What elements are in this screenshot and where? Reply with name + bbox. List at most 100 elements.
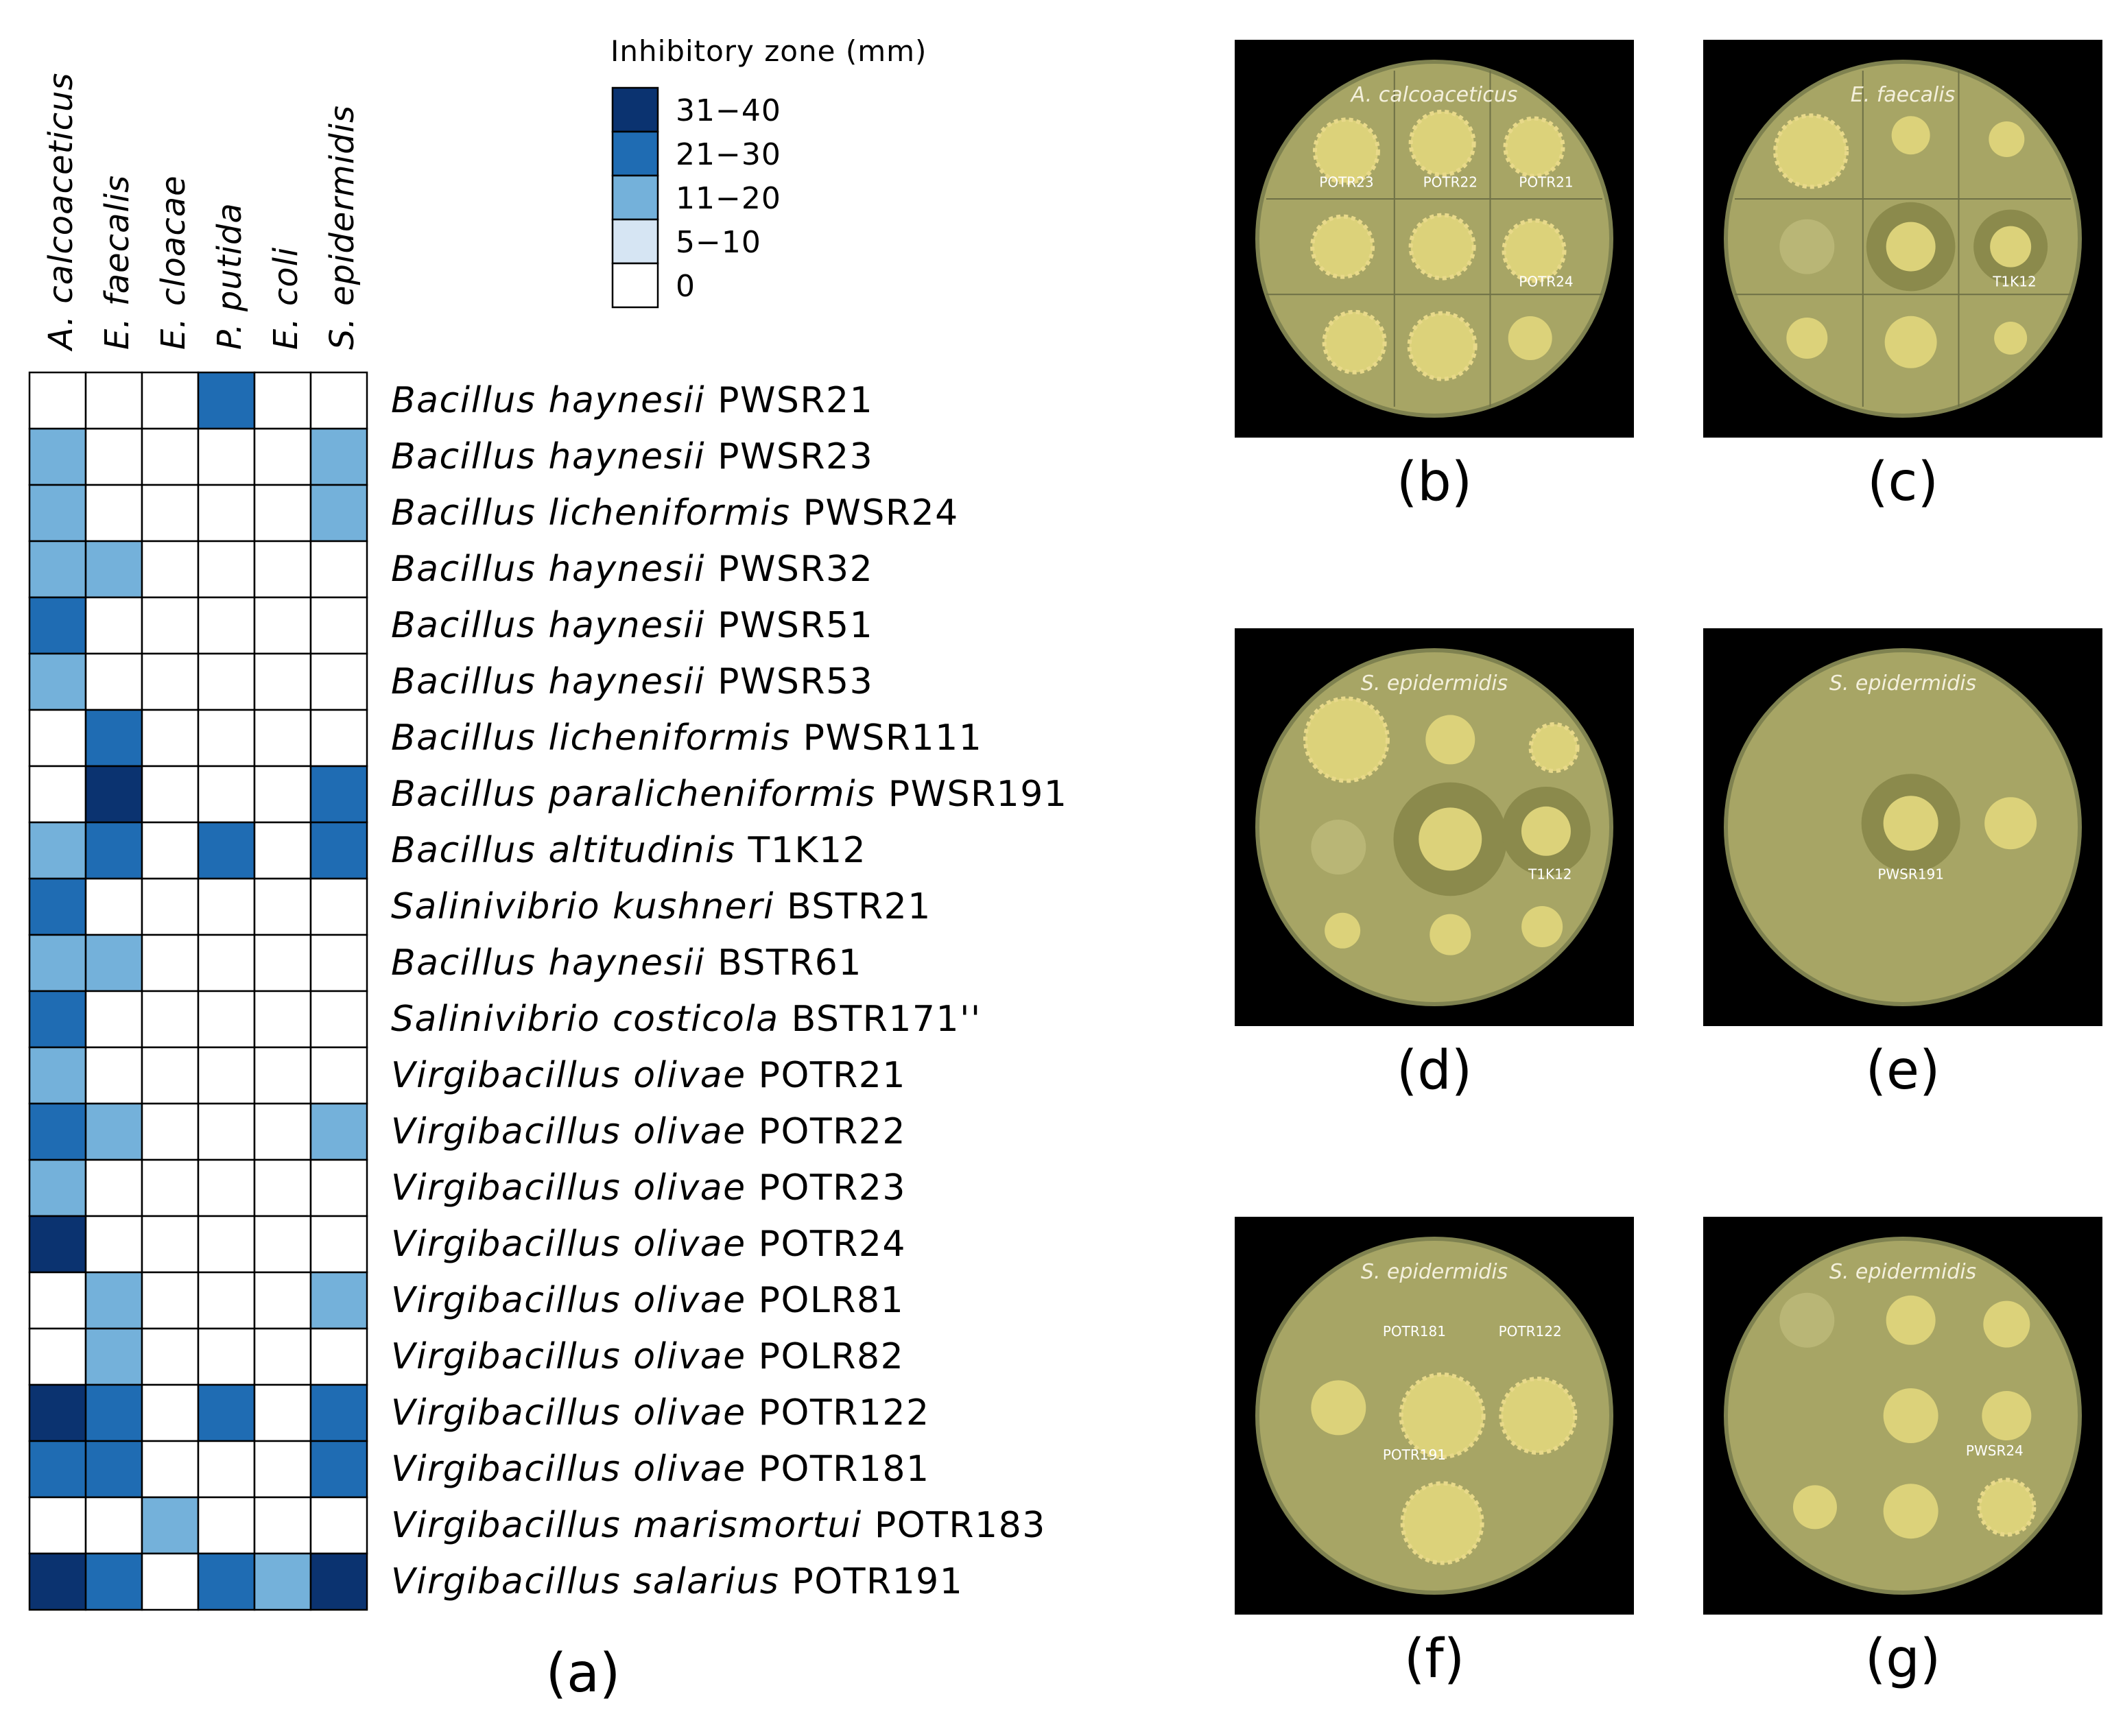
legend-title: Inhibitory zone (mm)	[610, 34, 927, 68]
row-label: Virgibacillus olivae POTR122	[391, 1395, 930, 1431]
row-label-strain: POTR23	[746, 1167, 906, 1209]
heatmap-cell	[253, 1215, 312, 1274]
colony	[1310, 214, 1375, 279]
heatmap-cell	[141, 1271, 200, 1330]
heatmap-cell	[84, 1496, 143, 1555]
panel-label: (d)	[1396, 1040, 1473, 1102]
plate-strain-label: POTR122	[1499, 1323, 1562, 1340]
heatmap-cell	[28, 1552, 87, 1611]
colony	[1425, 715, 1475, 765]
row-label-species: Bacillus licheniformis	[391, 717, 791, 759]
row-label-strain: POLR81	[746, 1280, 905, 1321]
colony	[1312, 117, 1380, 185]
plate-strain-label: POTR24	[1519, 274, 1573, 290]
heatmap-cell	[309, 1440, 368, 1499]
plate-strain-label: PWSR191	[1877, 866, 1944, 882]
row-label: Salinivibrio costicola BSTR171''	[391, 1001, 982, 1037]
colony	[1499, 1377, 1578, 1455]
heatmap-cell	[141, 1552, 200, 1611]
colony	[1982, 1391, 2032, 1440]
plate-strain-label: T1K12	[1992, 274, 2037, 290]
colony	[1994, 322, 2028, 355]
plate-strain-label: POTR181	[1383, 1323, 1446, 1340]
row-label-strain: POTR183	[862, 1505, 1046, 1546]
heatmap-cell	[309, 990, 368, 1049]
heatmap-cell	[253, 1496, 312, 1555]
heatmap-cell	[197, 1383, 256, 1442]
row-label: Bacillus haynesii PWSR23	[391, 439, 873, 475]
row-label-strain: PWSR111	[790, 717, 983, 759]
row-label-species: Virgibacillus olivae	[391, 1224, 746, 1265]
heatmap-cell	[141, 1383, 200, 1442]
heatmap-cell	[197, 821, 256, 880]
heatmap-cell	[28, 1046, 87, 1105]
colony	[1977, 1477, 2037, 1537]
heatmap-cell	[253, 1158, 312, 1217]
heatmap-cell	[197, 877, 256, 936]
colony	[1430, 914, 1471, 955]
column-label: S. epidermidis	[323, 105, 361, 350]
row-label-strain: POTR24	[746, 1224, 906, 1265]
heatmap-cell	[84, 1440, 143, 1499]
heatmap-cell	[84, 1383, 143, 1442]
row-label-strain: PWSR51	[705, 605, 874, 646]
heatmap-cell	[253, 877, 312, 936]
heatmap-cell	[84, 765, 143, 824]
panel-label-a: (a)	[545, 1643, 621, 1704]
colony	[1886, 222, 1936, 272]
heatmap-cell	[28, 821, 87, 880]
panel-label: (b)	[1396, 451, 1473, 513]
heatmap-cell	[28, 765, 87, 824]
heatmap-cell	[141, 821, 200, 880]
legend-label: 0	[676, 269, 696, 304]
heatmap-cell	[141, 990, 200, 1049]
heatmap-cell	[253, 934, 312, 992]
plate-photo: S. epidermidis PWSR24	[1703, 1217, 2102, 1615]
heatmap-cell	[309, 540, 368, 599]
heatmap-cell	[28, 1158, 87, 1217]
heatmap-cell	[197, 934, 256, 992]
colony	[1990, 226, 2032, 267]
heatmap-cell	[28, 1215, 87, 1274]
legend-swatch	[611, 86, 659, 133]
heatmap-cell	[309, 1046, 368, 1105]
plate-strain-label: POTR22	[1423, 174, 1478, 191]
heatmap-cell	[141, 427, 200, 486]
row-label: Bacillus haynesii PWSR32	[391, 551, 873, 587]
heatmap-cell	[197, 427, 256, 486]
column-label: E. faecalis	[98, 174, 137, 350]
heatmap-cell	[141, 371, 200, 430]
heatmap-cell	[253, 709, 312, 768]
heatmap-cell	[253, 821, 312, 880]
row-label: Virgibacillus olivae POTR23	[391, 1170, 906, 1206]
legend-label: 5−10	[676, 225, 761, 260]
row-label: Virgibacillus olivae POTR21	[391, 1058, 906, 1093]
row-label: Bacillus licheniformis PWSR24	[391, 495, 959, 531]
row-label: Salinivibrio kushneri BSTR21	[391, 889, 932, 925]
heatmap-cell	[28, 1271, 87, 1330]
row-label-species: Salinivibrio kushneri	[391, 886, 774, 927]
heatmap-cell	[197, 1158, 256, 1217]
heatmap-cell	[84, 484, 143, 543]
heatmap-cell	[253, 1383, 312, 1442]
colony	[1303, 696, 1390, 783]
plate-strain-label: PWSR24	[1966, 1442, 2024, 1459]
panel-label: (e)	[1865, 1040, 1941, 1102]
heatmap-cell	[197, 652, 256, 711]
row-label-species: Bacillus licheniformis	[391, 492, 791, 534]
row-label: Virgibacillus salarius POTR191	[391, 1564, 963, 1600]
row-label: Virgibacillus olivae POTR181	[391, 1451, 930, 1487]
colony	[1528, 722, 1580, 773]
heatmap-cell	[253, 990, 312, 1049]
colony	[1984, 797, 2037, 850]
heatmap-cell	[28, 990, 87, 1049]
row-label-species: Virgibacillus olivae	[391, 1111, 746, 1152]
row-label: Bacillus haynesii PWSR53	[391, 664, 873, 700]
heatmap-cell	[141, 1158, 200, 1217]
column-label: A. calcoaceticus	[42, 72, 80, 350]
row-label-strain: PWSR23	[705, 436, 874, 477]
heatmap-cell	[28, 877, 87, 936]
heatmap-cell	[141, 934, 200, 992]
heatmap-cell	[309, 1552, 368, 1611]
plate-strain-label: POTR191	[1383, 1447, 1446, 1463]
